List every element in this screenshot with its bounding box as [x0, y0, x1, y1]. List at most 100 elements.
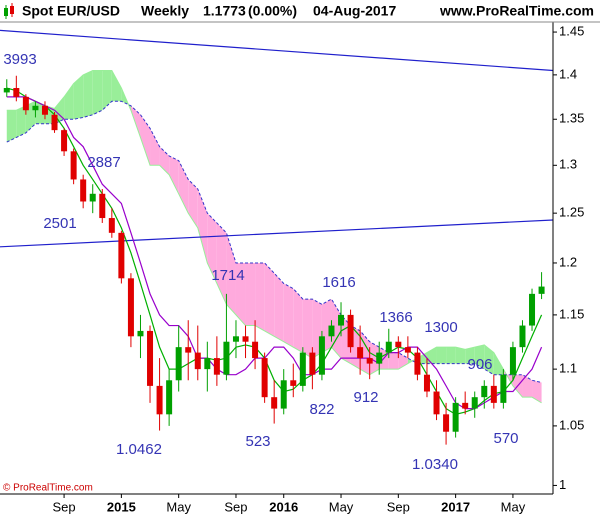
candle-body	[252, 341, 259, 359]
y-tick-label: 1.2	[559, 254, 577, 269]
cloud-segment	[178, 160, 189, 214]
cloud-segment	[16, 105, 26, 138]
annotation: 2887	[87, 154, 120, 171]
candle-body	[347, 314, 354, 348]
trendline	[0, 219, 554, 248]
cloud-segment	[140, 114, 151, 166]
copyright: © ProRealTime.com	[3, 483, 93, 494]
annotation: 1366	[379, 309, 412, 326]
cloud-segment	[169, 155, 179, 194]
candle-body	[280, 380, 287, 409]
cloud-segment	[274, 273, 284, 342]
candle-body	[357, 347, 364, 359]
cloud-segment	[226, 232, 236, 315]
candle-body	[385, 341, 392, 353]
candle-body	[51, 114, 58, 131]
annotation: 570	[493, 430, 518, 447]
candle-body	[509, 347, 516, 375]
candle-body	[462, 402, 469, 409]
cloud-segment	[73, 74, 84, 120]
cloud-segment	[446, 347, 456, 364]
cloud-segment	[264, 262, 275, 337]
y-tick-label: 1.15	[559, 306, 584, 321]
cloud-segment	[465, 347, 475, 364]
annotation: 1616	[322, 274, 355, 291]
annotation: 1.0462	[116, 441, 162, 458]
candle-body	[500, 374, 507, 403]
price: 1.1773	[203, 3, 246, 19]
candle-body	[433, 391, 440, 415]
cloud-segment	[474, 344, 485, 370]
symbol: Spot EUR/USD	[22, 3, 120, 19]
candle-body	[443, 414, 450, 432]
cloud-segment	[532, 380, 542, 403]
candle-body	[414, 352, 421, 375]
cloud-segment	[369, 341, 380, 375]
change: (0.00%)	[248, 3, 297, 19]
y-tick-label: 1.25	[559, 205, 584, 220]
cloud-segment	[207, 213, 217, 284]
cloud-segment	[455, 347, 466, 364]
annotation: 2501	[43, 215, 76, 232]
trendline	[0, 29, 554, 72]
candle-body	[519, 325, 526, 348]
cloud-segment	[150, 128, 160, 166]
cloud-span-a	[6, 70, 542, 404]
candle-body	[22, 96, 29, 111]
cloud-segment	[522, 374, 533, 398]
cloud-segment	[245, 262, 256, 326]
candle-body	[318, 336, 325, 375]
x-tick-label: 2015	[107, 499, 136, 514]
y-tick-label: 1.1	[559, 361, 577, 376]
candle-body	[166, 380, 173, 415]
period: Weekly	[141, 3, 189, 19]
cloud-segment	[293, 288, 303, 353]
cloud-segment	[188, 179, 198, 228]
candle-body	[376, 352, 383, 364]
candle-body	[338, 314, 345, 326]
candle-body	[223, 341, 230, 375]
annotation: 523	[245, 433, 270, 450]
cloud-segment	[360, 330, 370, 375]
y-tick-label: 1	[559, 477, 566, 492]
candle-body	[328, 325, 335, 337]
candle-body	[194, 352, 201, 370]
candle-body	[261, 358, 268, 398]
candle-body	[538, 286, 545, 294]
candle-body	[366, 358, 373, 364]
candle-body	[242, 336, 249, 342]
cloud-segment	[111, 70, 122, 102]
candle-body	[156, 385, 163, 415]
annotation: 3993	[3, 51, 36, 68]
candle-body	[290, 380, 297, 386]
candle-body	[175, 347, 182, 381]
cloud-segment	[235, 262, 246, 326]
candle-body	[309, 352, 316, 375]
annotation: 1.0340	[412, 456, 458, 473]
site: www.ProRealTime.com	[439, 3, 594, 19]
candle-body	[232, 336, 239, 342]
y-tick-label: 1.4	[559, 66, 577, 81]
cloud-segment	[388, 352, 399, 370]
candle-body	[99, 193, 106, 219]
candle-body	[89, 193, 96, 202]
cloud-segment	[493, 352, 504, 375]
candle-body	[204, 358, 211, 370]
annotation: 1714	[211, 267, 244, 284]
y-tick-label: 1.35	[559, 111, 584, 126]
cloud-segment	[302, 299, 313, 359]
x-tick-label: 2017	[441, 499, 470, 514]
x-tick-label: Sep	[224, 499, 247, 514]
candle-body	[127, 278, 134, 337]
y-tick-label: 1.3	[559, 157, 577, 172]
candle-body	[529, 293, 536, 326]
candle-body	[481, 385, 488, 398]
candle-body	[80, 179, 87, 202]
candle-body	[213, 358, 220, 375]
candle-body	[395, 341, 402, 348]
candle-body	[32, 105, 39, 111]
cloud-span-b	[6, 100, 542, 384]
candle-body	[137, 330, 144, 337]
